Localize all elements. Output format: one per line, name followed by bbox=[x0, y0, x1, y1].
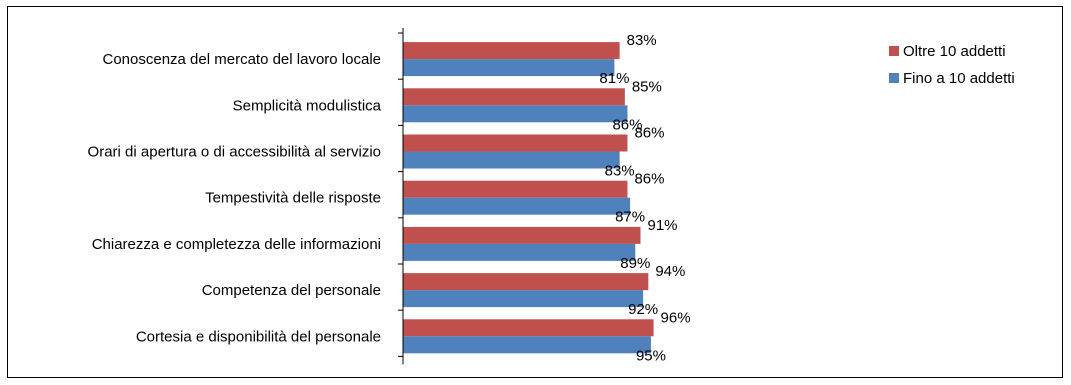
bar-fino-2 bbox=[403, 151, 620, 169]
value-label: 87% bbox=[615, 209, 645, 226]
category-label: Orari di apertura o di accessibilità al … bbox=[88, 144, 381, 161]
legend-label: Oltre 10 addetti bbox=[903, 43, 1006, 60]
category-label: Semplicità modulistica bbox=[233, 97, 382, 114]
labels-group: Conoscenza del mercato del lavoro locale… bbox=[88, 32, 691, 364]
category-label: Tempestività delle risposte bbox=[205, 190, 381, 207]
bar-fino-0 bbox=[403, 59, 615, 77]
value-label: 91% bbox=[648, 217, 678, 234]
category-label: Conoscenza del mercato del lavoro locale bbox=[103, 51, 382, 68]
value-label: 83% bbox=[605, 163, 635, 180]
value-label: 96% bbox=[661, 309, 691, 326]
value-label: 94% bbox=[655, 263, 685, 280]
value-label: 86% bbox=[634, 125, 664, 142]
value-label: 86% bbox=[612, 116, 642, 133]
bar-oltre-5 bbox=[403, 273, 649, 291]
y-axis bbox=[398, 28, 404, 365]
category-label: Competenza del personale bbox=[202, 282, 381, 299]
legend: Oltre 10 addetti Fino a 10 addetti bbox=[889, 43, 1015, 87]
value-label: 92% bbox=[628, 301, 658, 318]
bar-oltre-2 bbox=[403, 134, 628, 152]
value-label: 85% bbox=[632, 78, 662, 95]
bar-fino-6 bbox=[403, 336, 651, 354]
value-label: 95% bbox=[636, 347, 666, 364]
bar-oltre-4 bbox=[403, 226, 641, 244]
value-label: 86% bbox=[634, 171, 664, 188]
legend-swatch bbox=[889, 46, 899, 56]
bar-oltre-0 bbox=[403, 42, 620, 60]
bar-oltre-6 bbox=[403, 319, 654, 337]
value-label: 89% bbox=[620, 255, 650, 272]
bars-group bbox=[403, 42, 654, 354]
bar-oltre-3 bbox=[403, 180, 628, 198]
legend-label: Fino a 10 addetti bbox=[903, 70, 1015, 87]
bar-fino-3 bbox=[403, 197, 631, 215]
legend-swatch bbox=[889, 73, 899, 83]
value-label: 83% bbox=[627, 32, 657, 49]
bar-fino-1 bbox=[403, 105, 628, 123]
category-label: Chiarezza e completezza delle informazio… bbox=[92, 236, 381, 253]
category-label: Cortesia e disponibilità del personale bbox=[136, 328, 381, 345]
bar-oltre-1 bbox=[403, 88, 625, 106]
value-label: 81% bbox=[599, 70, 629, 87]
bar-fino-5 bbox=[403, 290, 644, 308]
bar-fino-4 bbox=[403, 243, 636, 261]
